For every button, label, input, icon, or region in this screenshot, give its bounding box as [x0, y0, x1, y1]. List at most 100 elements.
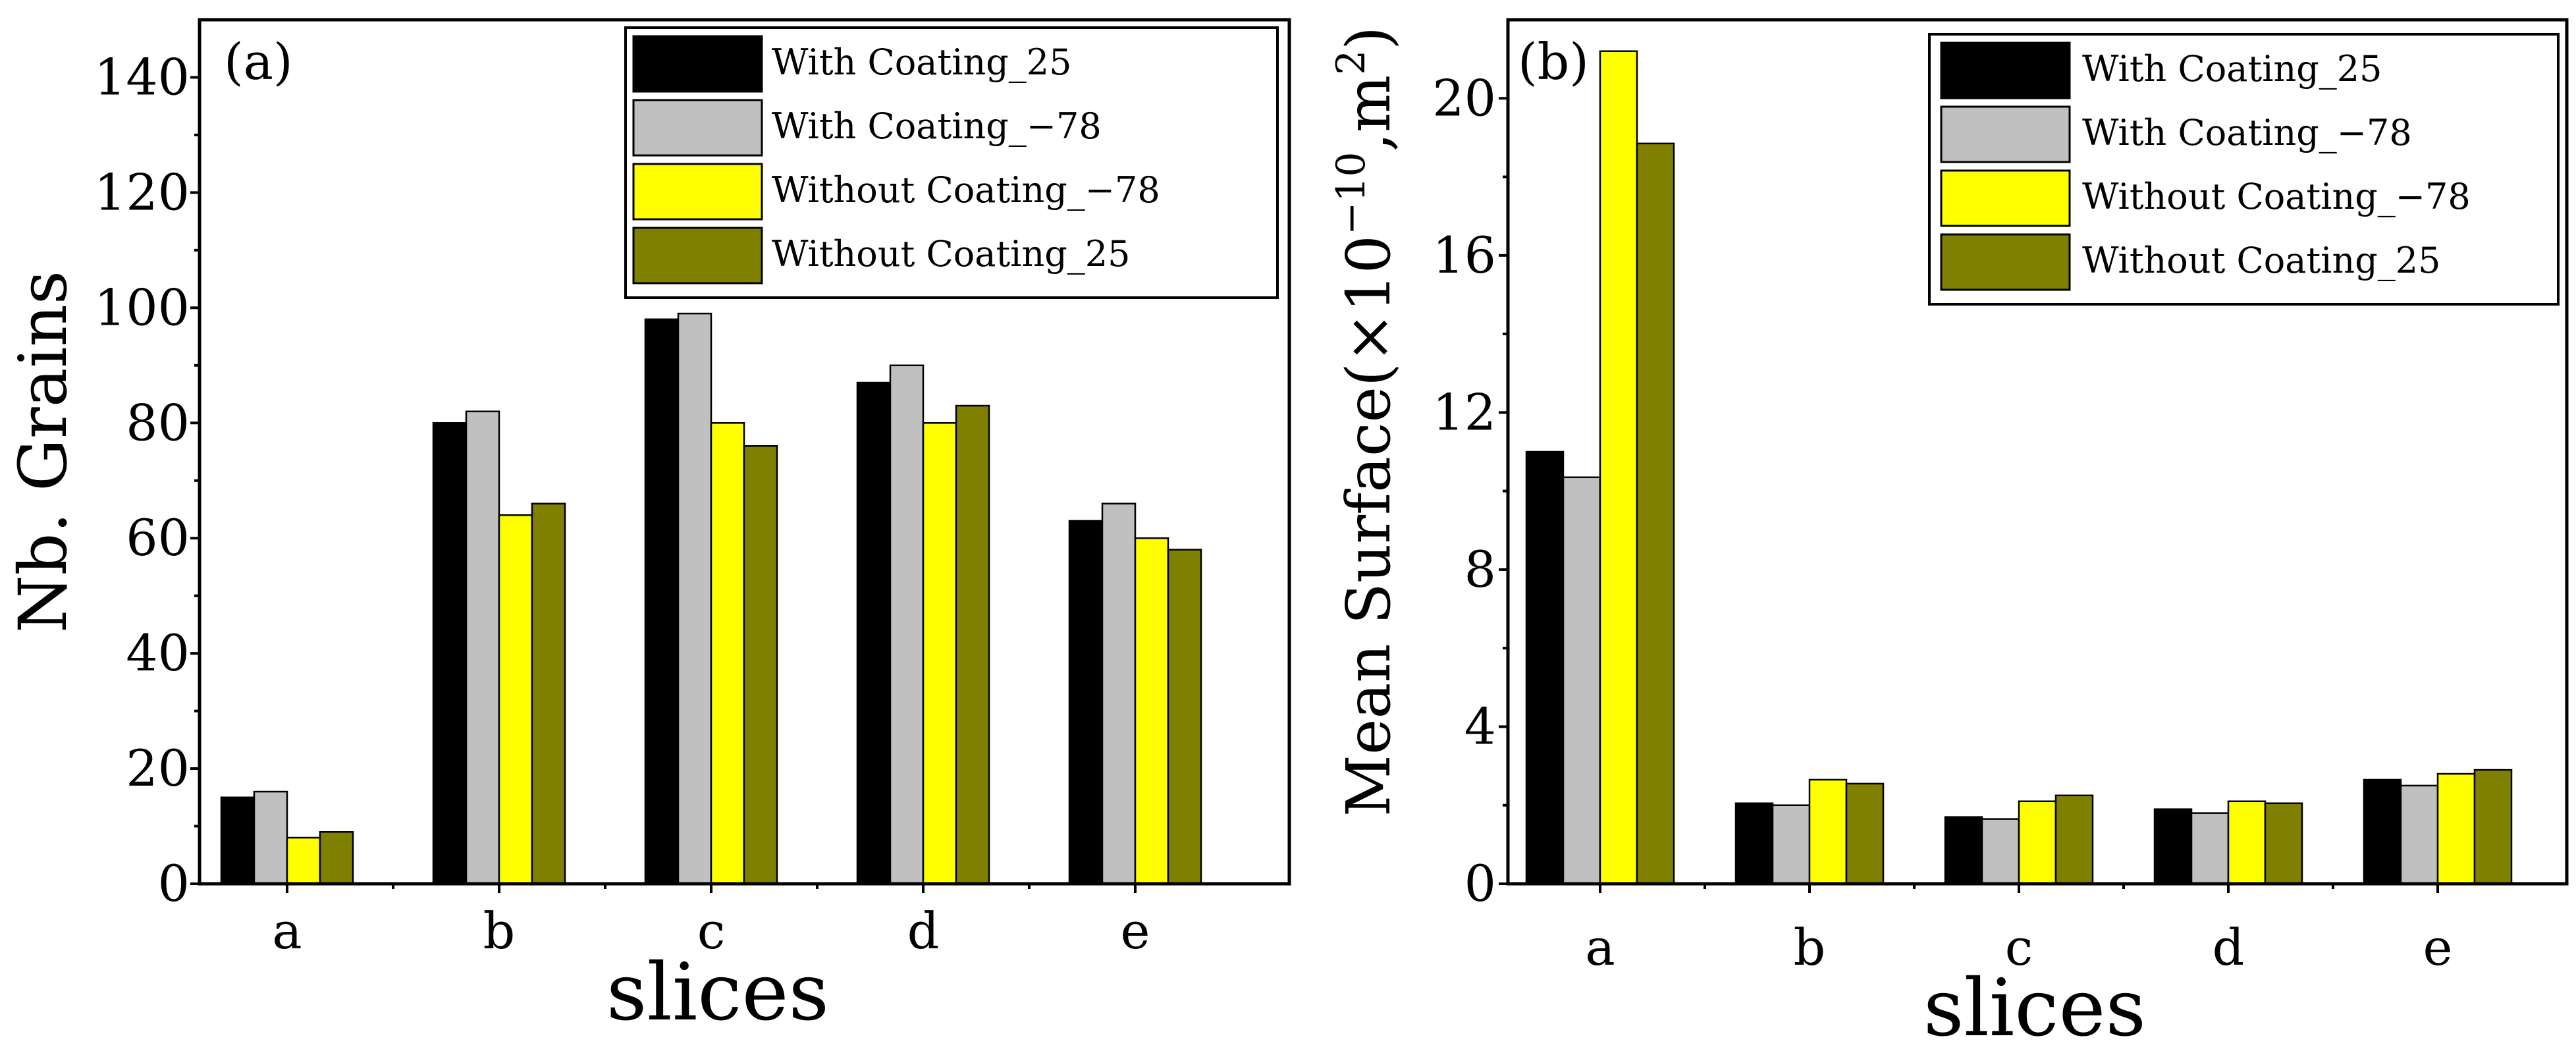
bar-a-series-2	[1562, 476, 1601, 885]
bar-b-series-1	[1734, 802, 1774, 885]
panel-b-x-axis-title: slices	[1923, 963, 2146, 1054]
bar-b-series-3	[1808, 778, 1848, 885]
legend-label-series-4: Without Coating_25	[2082, 240, 2441, 281]
panel-b-y-title-close: )	[1333, 26, 1404, 50]
panel-b-y-axis-title: Mean Surface(×10−10,m2)	[1328, 26, 1404, 817]
x-tick-label-a: a	[272, 902, 302, 960]
bar-d-series-4	[2264, 802, 2303, 885]
y-tick-label: 4	[1464, 697, 1496, 755]
panel-a-x-tick-labels: a b c d e	[272, 902, 1150, 960]
y-tick-label: 120	[94, 163, 190, 221]
legend-swatch-series-4	[632, 227, 763, 284]
panel-b-ticks	[1499, 97, 2439, 893]
bar-c-series-3	[710, 422, 745, 885]
y-tick-label: 0	[1464, 854, 1496, 913]
legend-label-series-1: With Coating_25	[2082, 48, 2382, 90]
legend-swatch-series-3	[1940, 169, 2071, 227]
y-tick-label: 140	[94, 47, 190, 106]
y-tick-label: 8	[1464, 540, 1496, 599]
x-tick-label-c: c	[697, 902, 726, 960]
bar-d-series-4	[955, 404, 990, 885]
panel-b-y-title-unit-exp: 2	[1328, 50, 1374, 75]
bar-d-series-1	[856, 381, 892, 885]
bar-b-series-1	[432, 422, 468, 885]
panel-b-legend: With Coating_25 With Coating_−78 Without C…	[1928, 33, 2560, 306]
y-tick-label: 40	[126, 624, 190, 682]
x-tick-label-a: a	[1585, 918, 1615, 977]
panel-a-plot-frame	[198, 18, 1291, 886]
panel-a-ticks	[190, 76, 1137, 893]
bar-b-series-4	[531, 502, 566, 885]
x-tick-label-b: b	[1794, 918, 1826, 977]
legend-label-series-1: With Coating_25	[772, 41, 1072, 83]
y-tick-label: 60	[126, 508, 190, 567]
bar-e-series-4	[2473, 769, 2513, 885]
y-tick-label: 80	[126, 393, 190, 452]
bar-c-series-3	[2018, 800, 2057, 885]
y-tick-label: 16	[1432, 226, 1496, 284]
bar-b-series-2	[1771, 804, 1811, 885]
legend-label-series-2: With Coating_−78	[772, 105, 1102, 147]
bar-e-series-1	[1068, 520, 1104, 885]
legend-label-series-2: With Coating_−78	[2082, 112, 2412, 153]
bar-c-series-4	[2054, 794, 2094, 885]
x-tick-label-b: b	[483, 902, 516, 960]
bar-e-series-1	[2363, 778, 2402, 885]
bar-b-series-2	[465, 410, 500, 885]
bar-a-series-4	[1636, 142, 1675, 885]
bar-c-series-1	[644, 318, 680, 885]
legend-label-series-3: Without Coating_−78	[772, 169, 1160, 211]
x-tick-label-e: e	[2423, 918, 2453, 977]
x-tick-label-d: d	[2213, 918, 2245, 977]
bar-e-series-2	[1101, 502, 1137, 885]
panel-b-label: (b)	[1518, 32, 1589, 91]
bar-c-series-4	[743, 445, 778, 885]
panel-b-plot-frame	[1506, 18, 2569, 886]
legend-swatch-series-4	[1940, 233, 2071, 291]
bar-d-series-1	[2153, 808, 2193, 885]
legend-swatch-series-2	[1940, 105, 2071, 163]
bar-a-series-3	[286, 836, 321, 885]
x-tick-label-d: d	[907, 902, 940, 960]
bar-e-series-3	[2436, 772, 2476, 885]
bar-a-series-2	[253, 790, 288, 885]
bar-c-series-2	[677, 312, 712, 885]
bar-a-series-3	[1599, 50, 1638, 885]
bar-d-series-2	[889, 364, 925, 885]
legend-label-series-3: Without Coating_−78	[2082, 176, 2471, 217]
bar-d-series-2	[2190, 812, 2230, 885]
panel-a-x-axis-title: slices	[606, 947, 829, 1039]
panel-a-label: (a)	[224, 32, 293, 91]
panel-a-y-axis-title: Nb. Grains	[5, 271, 82, 633]
y-tick-label: 12	[1432, 383, 1496, 441]
bar-c-series-1	[1944, 816, 1983, 885]
panel-b-bars	[1525, 50, 2513, 885]
panel-a-bars	[220, 312, 1202, 885]
panel-b-y-title-unit: ,m	[1333, 75, 1404, 151]
bar-e-series-4	[1167, 549, 1202, 885]
legend-swatch-series-2	[632, 99, 763, 157]
y-tick-label: 100	[94, 278, 190, 337]
bar-d-series-3	[2227, 800, 2267, 885]
bar-d-series-3	[922, 422, 957, 885]
bar-e-series-3	[1134, 537, 1169, 885]
y-tick-label: 0	[158, 854, 190, 913]
y-tick-label: 20	[126, 739, 190, 798]
bar-c-series-2	[1981, 818, 2020, 885]
panel-a-y-tick-labels: 0 20 40 60 80 100 120 140	[94, 47, 190, 913]
panel-b-y-title-main: Mean Surface(×10	[1333, 235, 1404, 817]
bar-a-series-1	[220, 796, 255, 885]
x-tick-label-c: c	[2005, 918, 2033, 977]
panel-b: 0 4 8 12 16 20 a b c d e (b) Mean Surface(×10−10,…	[1328, 18, 2569, 1054]
panel-b-x-tick-labels: a b c d e	[1585, 918, 2452, 977]
legend-label-series-4: Without Coating_25	[772, 233, 1131, 275]
legend-swatch-series-1	[632, 35, 763, 93]
x-tick-label-e: e	[1121, 902, 1150, 960]
bar-b-series-3	[498, 514, 533, 885]
legend-swatch-series-1	[1940, 41, 2071, 99]
bar-a-series-1	[1525, 450, 1565, 885]
legend-swatch-series-3	[632, 163, 763, 221]
bar-a-series-4	[319, 831, 354, 885]
